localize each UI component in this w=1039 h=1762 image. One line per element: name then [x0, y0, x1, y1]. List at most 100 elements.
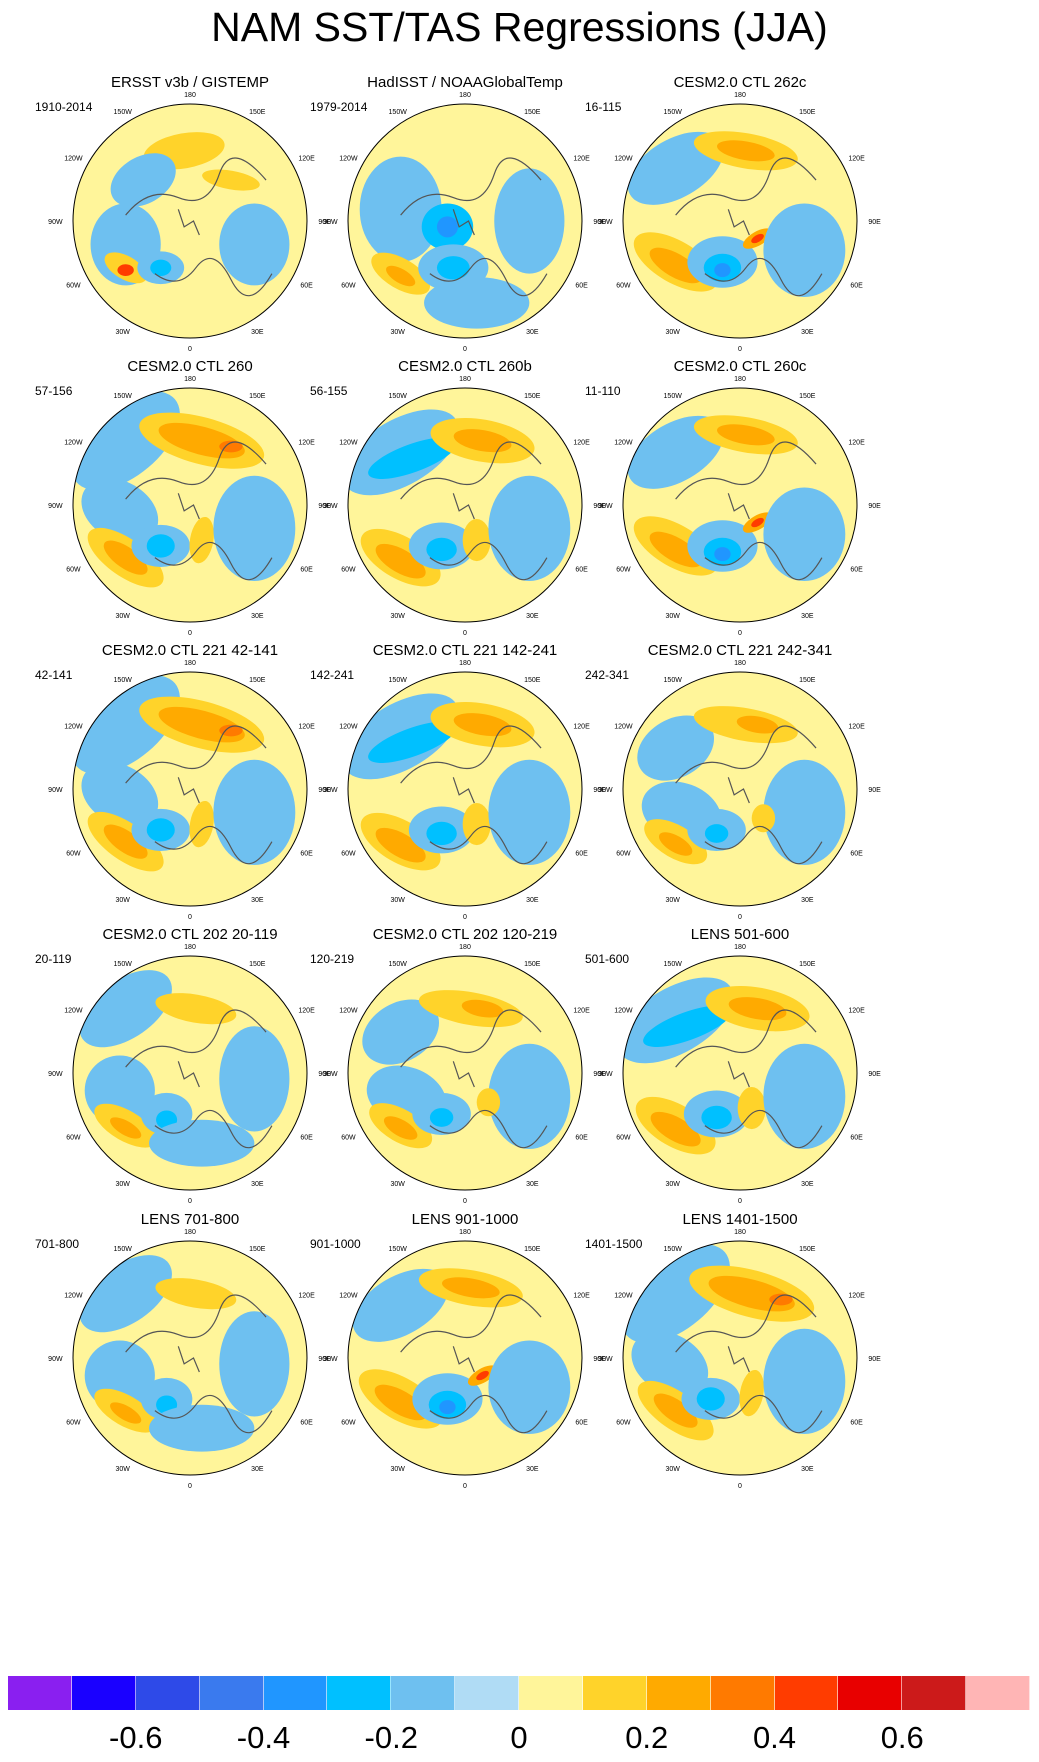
- longitude-label: 0: [738, 914, 742, 921]
- colorbar-swatch: [327, 1676, 392, 1710]
- coastline: [675, 441, 823, 581]
- longitude-label: 60W: [616, 1420, 631, 1427]
- anomaly-region: [219, 440, 243, 453]
- longitude-label: 90E: [318, 219, 331, 226]
- longitude-label: 150W: [114, 961, 133, 968]
- map-boundary: [347, 671, 583, 907]
- anomaly-region: [219, 203, 290, 286]
- longitude-label: 90E: [868, 503, 881, 510]
- colorbar-tick-label: 0.4: [752, 1720, 797, 1755]
- longitude-label: 60E: [575, 567, 588, 574]
- longitude-label: 90W: [598, 1356, 613, 1363]
- longitude-label: 150W: [389, 1246, 408, 1253]
- panel-title: CESM2.0 CTL 202 120-219: [373, 926, 558, 943]
- longitude-label: 150W: [664, 961, 683, 968]
- panel-years: 701-800: [35, 1237, 79, 1251]
- anomaly-region: [383, 1116, 418, 1140]
- longitude-label: 30W: [390, 1466, 405, 1473]
- coastline: [400, 441, 548, 581]
- longitude-label: 90E: [593, 1071, 606, 1078]
- map-boundary: [72, 671, 308, 907]
- panel-title: CESM2.0 CTL 260b: [398, 358, 532, 375]
- longitude-label: 90E: [868, 787, 881, 794]
- longitude-label: 180: [734, 660, 746, 667]
- longitude-label: 60E: [300, 567, 313, 574]
- map-field: [73, 104, 307, 338]
- map-panel: LENS 701-800 701-800 180 150E 120E 90E 60E 30E 0…: [35, 1211, 331, 1490]
- longitude-label: 180: [459, 944, 471, 951]
- anomaly-region: [763, 1043, 846, 1150]
- longitude-label: 60E: [575, 1420, 588, 1427]
- panel-years: 1401-1500: [585, 1237, 643, 1251]
- colorbar-tick-label: -0.4: [236, 1720, 291, 1755]
- anomaly-region: [375, 543, 426, 579]
- map-panel: CESM2.0 CTL 260c 11-110 180 150E 120E 90E 60E 3…: [585, 358, 881, 637]
- anomaly-region: [424, 277, 530, 329]
- map-boundary: [622, 671, 858, 907]
- anomaly-region: [763, 487, 846, 582]
- map-field: [73, 388, 307, 622]
- anomaly-region: [631, 1331, 709, 1397]
- map-boundary: [72, 1240, 308, 1476]
- coastline: [675, 725, 823, 865]
- anomaly-region: [643, 1005, 732, 1047]
- longitude-label: 90W: [598, 1071, 613, 1078]
- longitude-label: 30E: [801, 613, 814, 620]
- longitude-label: 180: [184, 376, 196, 383]
- longitude-label: 120E: [298, 440, 315, 447]
- anomaly-region: [79, 970, 172, 1048]
- longitude-label: 120E: [573, 440, 590, 447]
- longitude-label: 150W: [389, 677, 408, 684]
- anomaly-region: [453, 429, 512, 453]
- anomaly-region: [494, 168, 565, 274]
- panel-years: 16-115: [585, 100, 622, 114]
- panel-title: LENS 1401-1500: [682, 1211, 797, 1228]
- longitude-label: 150E: [524, 393, 541, 400]
- colorbar-tick-label: 0.2: [625, 1720, 669, 1755]
- anomaly-region: [462, 519, 491, 562]
- map-field: [623, 104, 857, 338]
- longitude-label: 60E: [850, 1135, 863, 1142]
- panel-years: 56-155: [310, 384, 348, 398]
- colorbar-swatch: [391, 1676, 456, 1710]
- anomaly-region: [637, 715, 715, 781]
- anomaly-region: [149, 1404, 255, 1452]
- longitude-label: 150E: [524, 109, 541, 116]
- anomaly-region: [769, 1293, 793, 1306]
- anomaly-region: [79, 1255, 172, 1333]
- longitude-label: 120E: [848, 1008, 865, 1015]
- anomaly-region: [146, 534, 175, 558]
- anomaly-region: [81, 762, 159, 828]
- longitude-label: 120W: [614, 156, 633, 163]
- longitude-label: 120W: [64, 1008, 83, 1015]
- longitude-label: 150E: [799, 677, 816, 684]
- longitude-label: 90W: [323, 1356, 338, 1363]
- longitude-label: 120E: [573, 724, 590, 731]
- longitude-label: 30W: [115, 1466, 130, 1473]
- longitude-label: 30W: [115, 613, 130, 620]
- colorbar-swatch: [135, 1676, 200, 1710]
- longitude-label: 90W: [48, 1071, 63, 1078]
- longitude-label: 30E: [251, 329, 264, 336]
- longitude-label: 30W: [390, 897, 405, 904]
- longitude-label: 0: [738, 1198, 742, 1205]
- longitude-label: 0: [463, 914, 467, 921]
- coastline: [125, 157, 273, 297]
- anomaly-region: [751, 804, 776, 833]
- map-panels-grid: ERSST v3b / GISTEMP 1910-2014 180 150E 120E 9…: [35, 74, 881, 1490]
- anomaly-region: [155, 1278, 237, 1310]
- longitude-label: 120W: [339, 156, 358, 163]
- anomaly-region: [103, 824, 148, 859]
- longitude-label: 30E: [801, 897, 814, 904]
- anomaly-region: [488, 1043, 571, 1150]
- anomaly-region: [213, 759, 296, 866]
- anomaly-region: [426, 537, 457, 562]
- longitude-label: 120W: [64, 156, 83, 163]
- map-panel: LENS 901-1000 901-1000 180 150E 120E 90E 60E 30…: [310, 1211, 606, 1490]
- anomaly-region: [701, 1105, 732, 1130]
- anomaly-region: [751, 233, 764, 244]
- longitude-label: 180: [184, 660, 196, 667]
- longitude-label: 180: [184, 1229, 196, 1236]
- longitude-label: 0: [188, 914, 192, 921]
- anomaly-region: [103, 540, 148, 575]
